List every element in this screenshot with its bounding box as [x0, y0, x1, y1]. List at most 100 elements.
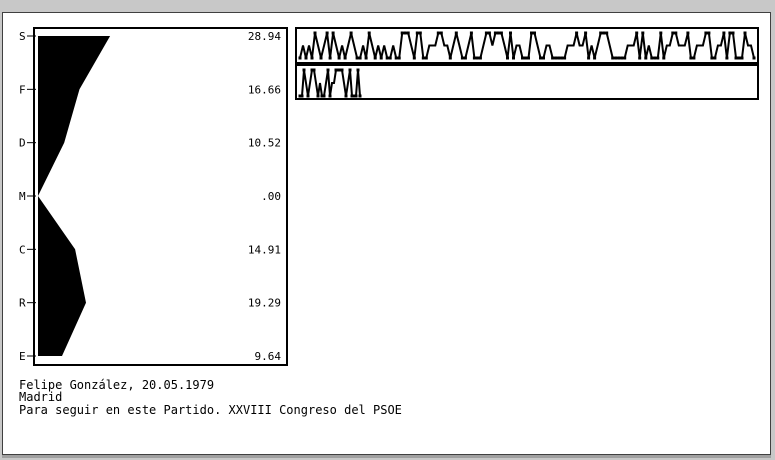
- sequence-point: [623, 56, 627, 60]
- sequence-point: [354, 94, 358, 98]
- sequence-point: [412, 56, 416, 60]
- sequence-point: [593, 56, 597, 60]
- sequence-point: [533, 31, 536, 35]
- sequence-point: [587, 56, 591, 60]
- caption-speaker-date: Felipe González, 20.05.1979: [19, 378, 215, 392]
- category-label-e: E: [19, 350, 26, 363]
- sequence-point: [364, 56, 368, 60]
- sequence-point: [367, 31, 371, 35]
- sequence-point: [692, 56, 696, 60]
- sequence-point: [302, 68, 306, 72]
- sequence-point: [355, 56, 359, 60]
- sequence-point: [641, 31, 645, 35]
- sequence-point: [614, 56, 618, 60]
- sequence-point: [356, 68, 360, 72]
- sequence-point: [322, 94, 326, 98]
- sequence-point: [563, 56, 567, 60]
- sequence-point: [740, 56, 744, 60]
- value-label-s: 28.94: [248, 30, 281, 43]
- sequence-strip-2-frame: [295, 64, 759, 100]
- sequence-point: [439, 31, 443, 35]
- category-labels: S F D M C R E: [19, 30, 26, 363]
- sequence-point: [671, 31, 675, 35]
- sequence-point: [686, 31, 690, 35]
- sequence-point: [326, 68, 330, 72]
- sequence-point: [599, 31, 603, 35]
- sequence-point: [710, 56, 714, 60]
- sequence-point: [584, 31, 588, 35]
- sequence-strip-1: [298, 31, 756, 60]
- sequence-point: [436, 31, 440, 35]
- sequence-point: [527, 56, 530, 60]
- sequence-point: [312, 68, 316, 72]
- sequence-point: [400, 31, 404, 35]
- sequence-point: [635, 31, 639, 35]
- sequence-point: [415, 31, 419, 35]
- sequence-point: [350, 94, 354, 98]
- sequence-point: [752, 56, 756, 60]
- sequence-point: [689, 56, 693, 60]
- sequence-point: [304, 56, 308, 60]
- sequence-point: [344, 94, 348, 98]
- sequence-point: [650, 56, 654, 60]
- value-labels: 28.94 16.66 10.52 .00 14.91 19.29 9.64: [248, 30, 281, 363]
- sequence-point: [388, 56, 392, 60]
- sequence-point: [424, 56, 428, 60]
- sequence-point: [340, 68, 344, 72]
- sequence-point: [358, 94, 362, 98]
- sequence-point: [734, 56, 738, 60]
- sequence-point: [394, 56, 398, 60]
- sequence-point: [343, 56, 347, 60]
- category-label-r: R: [19, 297, 26, 310]
- value-label-m: .00: [261, 190, 281, 203]
- sequence-strip-2: [298, 68, 362, 98]
- sequence-point: [310, 68, 314, 72]
- caption-title: Para seguir en este Partido. XXVIII Cong…: [19, 403, 402, 417]
- sequence-point: [319, 56, 323, 60]
- sequence-point: [554, 56, 558, 60]
- axis-ticks: [27, 35, 36, 357]
- sequence-point: [539, 56, 542, 60]
- sequence-point: [662, 56, 666, 60]
- sequence-point: [325, 31, 329, 35]
- sequence-point: [469, 31, 473, 35]
- sequence-point: [644, 56, 648, 60]
- sequence-point: [397, 56, 401, 60]
- sequence-point: [313, 31, 317, 35]
- sequence-point: [737, 56, 741, 60]
- sequence-point: [512, 56, 515, 60]
- sequence-point: [542, 56, 545, 60]
- value-label-f: 16.66: [248, 83, 281, 96]
- sequence-point: [349, 31, 353, 35]
- sequence-point: [472, 56, 476, 60]
- sequence-point: [620, 56, 624, 60]
- sequence-point: [611, 56, 615, 60]
- sequence-point: [617, 56, 621, 60]
- sequence-point: [521, 56, 524, 60]
- sequence-point: [551, 56, 555, 60]
- value-label-d: 10.52: [248, 137, 281, 150]
- sequence-point: [306, 94, 310, 98]
- sequence-point: [334, 68, 338, 72]
- sequence-point: [421, 56, 425, 60]
- sequence-point: [530, 31, 533, 35]
- category-label-f: F: [19, 83, 26, 96]
- sequence-point: [328, 94, 332, 98]
- sequence-point: [348, 68, 352, 72]
- value-label-e: 9.64: [255, 350, 282, 363]
- sequence-point: [743, 31, 747, 35]
- sequence-point: [385, 56, 389, 60]
- sequence-point: [506, 56, 509, 60]
- sequence-point: [496, 31, 500, 35]
- sequence-point: [300, 94, 304, 98]
- sequence-point: [460, 56, 464, 60]
- sequence-point: [337, 56, 341, 60]
- sequence-point: [487, 31, 491, 35]
- category-label-s: S: [19, 30, 26, 43]
- sequence-point: [659, 31, 663, 35]
- sequence-point: [316, 94, 320, 98]
- sequence-point: [320, 94, 324, 98]
- sequence-point: [448, 56, 452, 60]
- sequence-point: [713, 56, 717, 60]
